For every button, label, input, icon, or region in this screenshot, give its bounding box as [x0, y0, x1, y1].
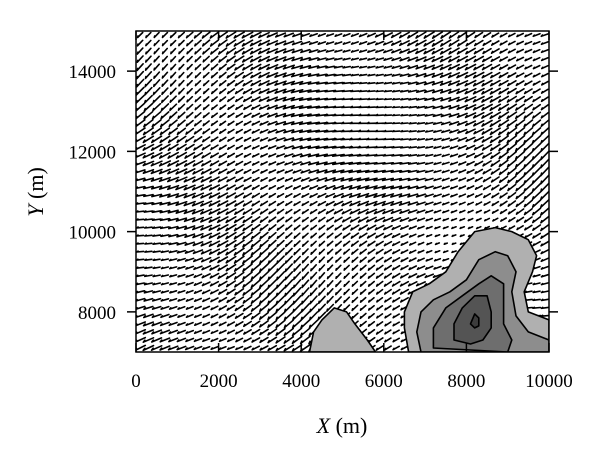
axis-ticks	[127, 31, 558, 352]
y-tick-labels: 8000 10000 12000 14000	[69, 62, 117, 324]
x-tick-label: 6000	[365, 371, 403, 392]
plot-frame	[135, 30, 550, 353]
y-tick-label: 14000	[69, 62, 117, 83]
y-axis-label: Y (m)	[23, 167, 48, 217]
x-tick-label: 4000	[282, 371, 320, 392]
contour-level-1-region-2	[308, 307, 377, 352]
x-tick-label: 0	[131, 371, 141, 392]
x-axis-label: X (m)	[316, 413, 368, 438]
x-tick-labels: 0 2000 4000 6000 8000 10000	[131, 371, 573, 392]
x-tick-label: 8000	[447, 371, 485, 392]
contour-layer	[308, 226, 549, 352]
x-tick-label: 2000	[200, 371, 238, 392]
contour-level-5-region-1	[469, 313, 480, 329]
y-tick-label: 8000	[78, 303, 116, 324]
y-tick-label: 12000	[69, 142, 117, 163]
x-tick-label: 10000	[525, 371, 573, 392]
y-tick-label: 10000	[69, 223, 117, 244]
